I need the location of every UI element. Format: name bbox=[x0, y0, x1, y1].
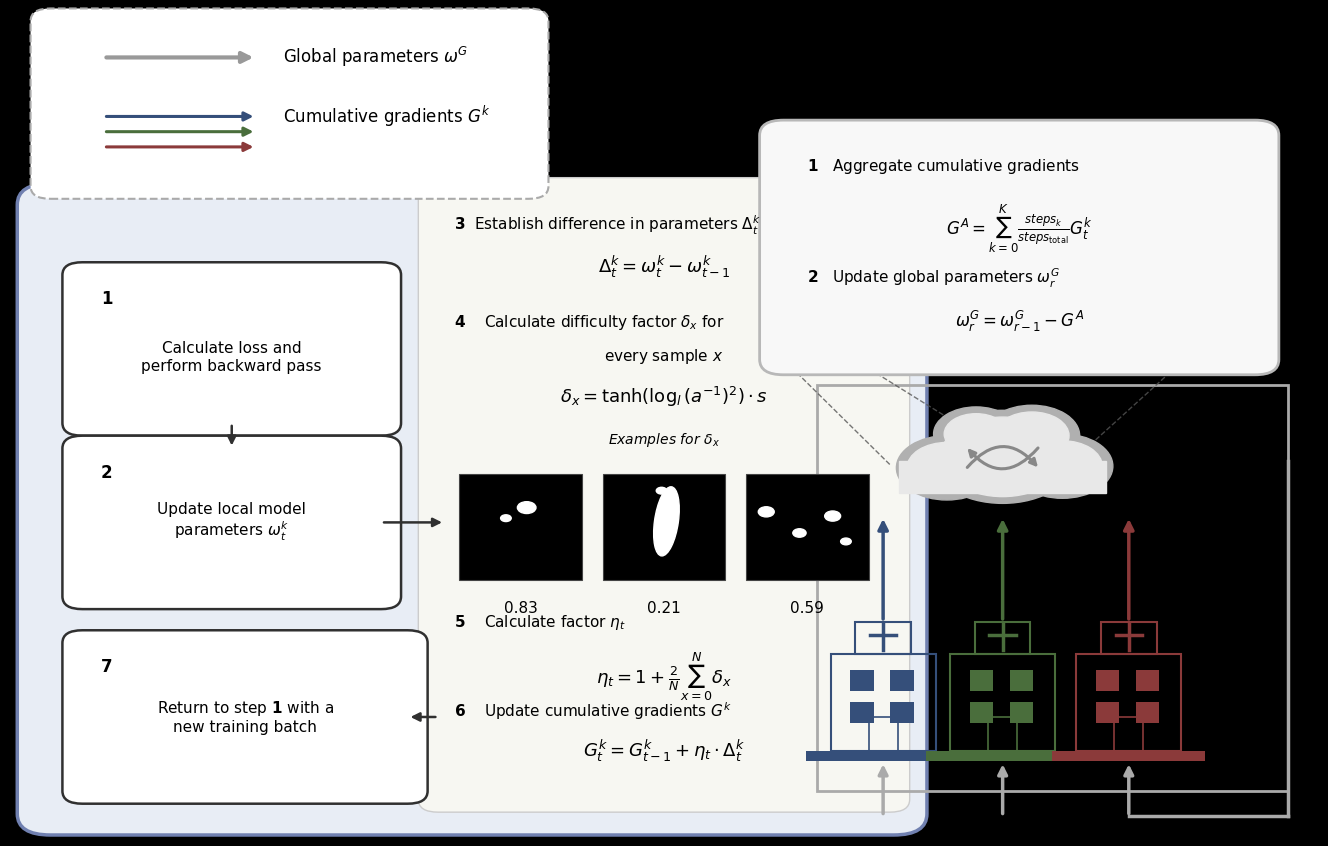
Text: 7: 7 bbox=[101, 658, 113, 676]
Text: every sample $x$: every sample $x$ bbox=[604, 347, 724, 365]
Circle shape bbox=[944, 414, 1008, 454]
Bar bbox=[1114, 717, 1143, 751]
Circle shape bbox=[1023, 441, 1102, 492]
Text: $\mathbf{4}$    Calculate difficulty factor $\delta_x$ for: $\mathbf{4}$ Calculate difficulty factor… bbox=[454, 313, 725, 332]
Bar bbox=[1135, 670, 1159, 691]
Circle shape bbox=[984, 405, 1080, 466]
Bar bbox=[1052, 751, 1206, 761]
Text: $G_t^k = G_{t-1}^k + \eta_t \cdot \Delta_t^k$: $G_t^k = G_{t-1}^k + \eta_t \cdot \Delta… bbox=[583, 738, 745, 764]
Text: $\delta_x = \tanh(\log_l(a^{-1})^2) \cdot s$: $\delta_x = \tanh(\log_l(a^{-1})^2) \cdo… bbox=[560, 385, 768, 409]
Circle shape bbox=[995, 412, 1069, 459]
Text: 1: 1 bbox=[101, 290, 113, 308]
Bar bbox=[890, 702, 914, 723]
Text: Cumulative gradients $G^k$: Cumulative gradients $G^k$ bbox=[283, 104, 490, 129]
Bar bbox=[1096, 670, 1120, 691]
Text: $\mathbf{3}$  Establish difference in parameters $\Delta_t^k$: $\mathbf{3}$ Establish difference in par… bbox=[454, 214, 761, 237]
Circle shape bbox=[934, 407, 1019, 461]
Bar bbox=[1135, 702, 1159, 723]
Bar bbox=[603, 474, 725, 580]
FancyBboxPatch shape bbox=[17, 184, 927, 835]
Bar bbox=[975, 622, 1031, 654]
Bar bbox=[855, 622, 911, 654]
Bar bbox=[1096, 702, 1120, 723]
Circle shape bbox=[1012, 434, 1113, 498]
Bar bbox=[950, 654, 1056, 751]
Bar bbox=[899, 461, 1106, 493]
Text: 0.21: 0.21 bbox=[647, 601, 681, 616]
Circle shape bbox=[656, 487, 667, 494]
Circle shape bbox=[758, 507, 774, 517]
FancyBboxPatch shape bbox=[31, 8, 548, 199]
Text: 0.59: 0.59 bbox=[790, 601, 825, 616]
Bar bbox=[969, 702, 993, 723]
Text: $\mathbf{2}$   Update global parameters $\omega_r^G$: $\mathbf{2}$ Update global parameters $\… bbox=[807, 266, 1061, 289]
Circle shape bbox=[793, 529, 806, 537]
Text: Update local model
parameters $\omega_t^k$: Update local model parameters $\omega_t^… bbox=[157, 502, 307, 543]
FancyBboxPatch shape bbox=[62, 262, 401, 436]
Text: 0.83: 0.83 bbox=[503, 601, 538, 616]
Text: $G^A = \sum_{k=0}^{K} \frac{steps_k}{steps_{\mathrm{total}}} G_t^k$: $G^A = \sum_{k=0}^{K} \frac{steps_k}{ste… bbox=[946, 203, 1093, 255]
FancyBboxPatch shape bbox=[62, 630, 428, 804]
Text: Return to step $\mathbf{1}$ with a
new training batch: Return to step $\mathbf{1}$ with a new t… bbox=[157, 699, 333, 735]
FancyBboxPatch shape bbox=[760, 120, 1279, 375]
Bar bbox=[1076, 654, 1182, 751]
Bar bbox=[899, 461, 1106, 500]
Bar bbox=[850, 702, 874, 723]
Circle shape bbox=[841, 538, 851, 545]
Circle shape bbox=[940, 417, 1065, 497]
Bar bbox=[890, 670, 914, 691]
Circle shape bbox=[930, 410, 1076, 503]
Text: $\omega_r^G = \omega_{r-1}^G - G^A$: $\omega_r^G = \omega_{r-1}^G - G^A$ bbox=[955, 309, 1084, 334]
Text: 2: 2 bbox=[101, 464, 113, 481]
Text: Calculate loss and
perform backward pass: Calculate loss and perform backward pass bbox=[142, 341, 321, 374]
Circle shape bbox=[907, 442, 987, 493]
Text: $\Delta_t^k = \omega_t^k - \omega_{t-1}^k$: $\Delta_t^k = \omega_t^k - \omega_{t-1}^… bbox=[598, 254, 730, 280]
Circle shape bbox=[501, 514, 511, 521]
Bar bbox=[850, 670, 874, 691]
Bar bbox=[1101, 622, 1157, 654]
Bar bbox=[830, 654, 936, 751]
Bar bbox=[1011, 702, 1033, 723]
Text: Global parameters $\omega^G$: Global parameters $\omega^G$ bbox=[283, 46, 467, 69]
FancyBboxPatch shape bbox=[62, 436, 401, 609]
Circle shape bbox=[896, 436, 997, 500]
Bar bbox=[969, 670, 993, 691]
Text: $\mathit{Examples\ for\ \delta_x}$: $\mathit{Examples\ for\ \delta_x}$ bbox=[608, 431, 720, 449]
Text: $\mathbf{5}$    Calculate factor $\eta_t$: $\mathbf{5}$ Calculate factor $\eta_t$ bbox=[454, 613, 625, 632]
Bar bbox=[1011, 670, 1033, 691]
Text: $\mathbf{6}$    Update cumulative gradients $G^k$: $\mathbf{6}$ Update cumulative gradients… bbox=[454, 700, 732, 722]
Bar bbox=[926, 751, 1080, 761]
FancyBboxPatch shape bbox=[418, 178, 910, 812]
Circle shape bbox=[825, 511, 841, 521]
Text: $\mathbf{1}$   Aggregate cumulative gradients: $\mathbf{1}$ Aggregate cumulative gradie… bbox=[807, 157, 1080, 175]
Bar bbox=[817, 385, 1288, 791]
Bar bbox=[806, 751, 960, 761]
Bar bbox=[459, 474, 582, 580]
Ellipse shape bbox=[653, 486, 679, 556]
Bar bbox=[746, 474, 869, 580]
Text: $\eta_t = 1 + \frac{2}{N} \sum_{x=0}^{N} \delta_x$: $\eta_t = 1 + \frac{2}{N} \sum_{x=0}^{N}… bbox=[596, 650, 732, 703]
Bar bbox=[869, 717, 898, 751]
Circle shape bbox=[518, 502, 537, 514]
Bar bbox=[988, 717, 1017, 751]
